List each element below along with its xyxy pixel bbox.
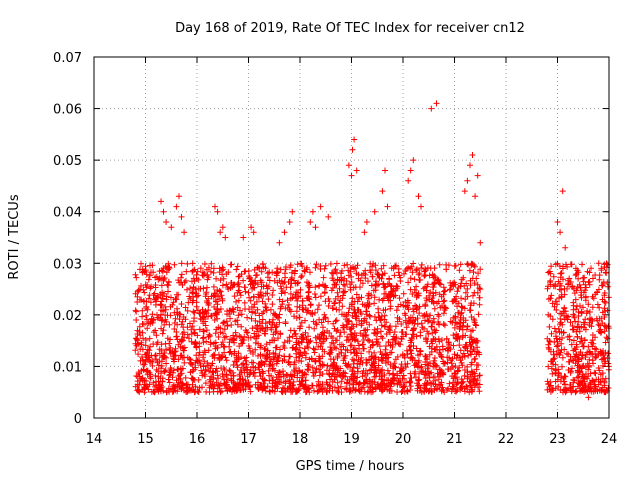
y-tick-label: 0.02 (53, 309, 82, 324)
grid (94, 57, 609, 418)
chart-title: Day 168 of 2019, Rate Of TEC Index for r… (175, 21, 525, 36)
y-tick-label: 0.03 (53, 257, 82, 272)
data-points (132, 100, 612, 401)
plot-frame (93, 56, 610, 419)
x-tick-label: 15 (137, 432, 154, 447)
ticks: 14 15 16 17 18 19 20 21 22 23 24 0 0.01 0.02 0.03 0.04 0… (53, 51, 617, 447)
x-tick-label: 17 (240, 432, 257, 447)
roti-series-points (132, 100, 612, 401)
x-tick-label: 16 (189, 432, 206, 447)
y-tick-label: 0.04 (53, 206, 82, 221)
x-tick-label: 21 (446, 432, 463, 447)
x-tick-label: 24 (601, 432, 618, 447)
x-tick-label: 14 (86, 432, 103, 447)
y-tick-label: 0.05 (53, 154, 82, 169)
x-tick-label: 18 (292, 432, 309, 447)
y-axis-label: ROTI / TECUs (7, 194, 22, 279)
x-tick-label: 20 (395, 432, 412, 447)
y-tick-label: 0.07 (53, 51, 82, 66)
y-tick-label: 0.06 (53, 103, 82, 118)
x-tick-label: 22 (498, 432, 515, 447)
x-tick-label: 23 (549, 432, 566, 447)
y-tick-label: 0 (74, 412, 82, 427)
x-axis-label: GPS time / hours (296, 459, 405, 474)
x-tick-label: 19 (343, 432, 360, 447)
y-tick-label: 0.01 (53, 360, 82, 375)
